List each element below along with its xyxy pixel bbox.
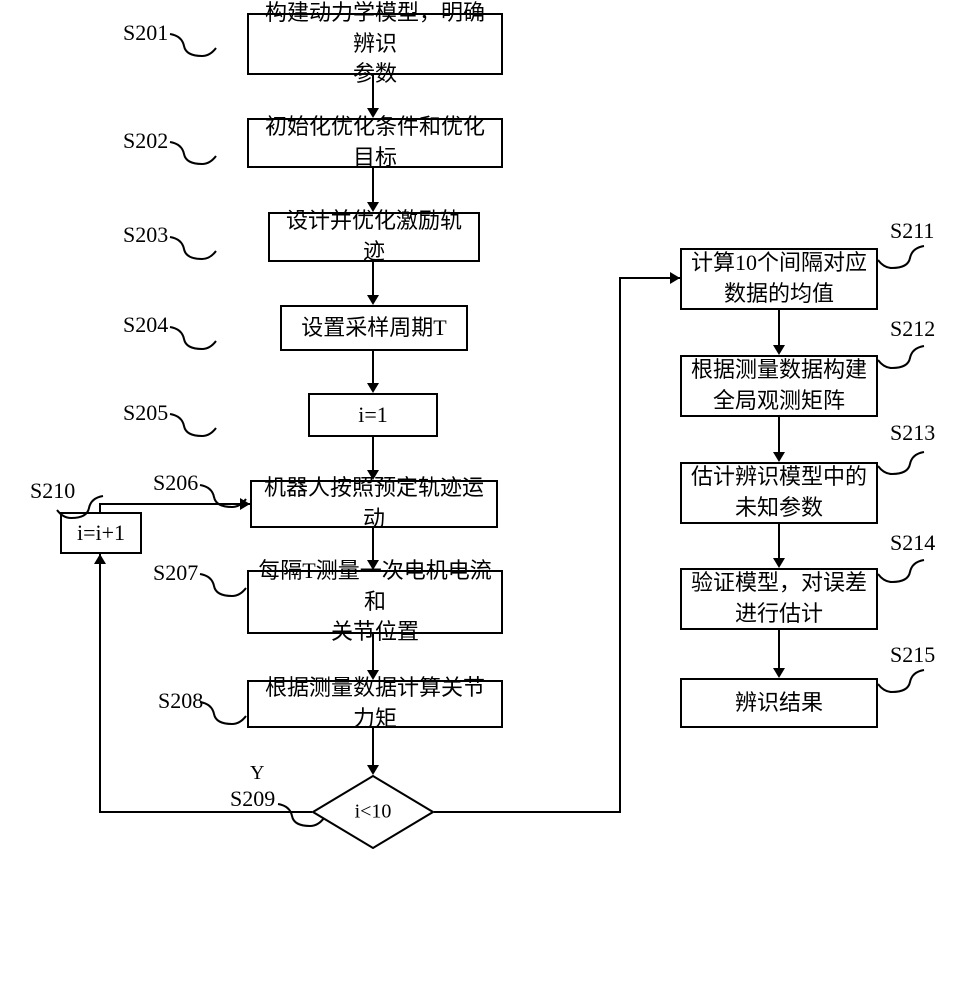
flow-node-n211: 计算10个间隔对应数据的均值 — [680, 248, 878, 310]
flow-node-n207: 每隔T测量一次电机电流和关节位置 — [247, 570, 503, 634]
flow-node-text: i=1 — [358, 400, 388, 431]
step-label-S211: S211 — [890, 218, 934, 244]
flow-node-n205: i=1 — [308, 393, 438, 437]
step-label-S205: S205 — [123, 400, 168, 426]
flow-node-text: 估计辨识模型中的未知参数 — [691, 462, 867, 524]
flow-node-text: 每隔T测量一次电机电流和关节位置 — [257, 556, 493, 648]
flow-node-n214: 验证模型，对误差进行估计 — [680, 568, 878, 630]
step-label-S204: S204 — [123, 312, 168, 338]
flow-node-text: 验证模型，对误差进行估计 — [691, 568, 867, 630]
step-label-S207: S207 — [153, 560, 198, 586]
flow-node-text: 设置采样周期T — [301, 313, 446, 344]
flow-node-n201: 构建动力学模型，明确辨识参数 — [247, 13, 503, 75]
branch-label-yes: Y — [250, 762, 264, 785]
flow-node-n213: 估计辨识模型中的未知参数 — [680, 462, 878, 524]
step-label-S201: S201 — [123, 20, 168, 46]
step-label-S215: S215 — [890, 642, 935, 668]
step-label-S206: S206 — [153, 470, 198, 496]
flow-node-text: 初始化优化条件和优化目标 — [257, 112, 493, 174]
step-label-S203: S203 — [123, 222, 168, 248]
step-label-S202: S202 — [123, 128, 168, 154]
flow-node-n208: 根据测量数据计算关节力矩 — [247, 680, 503, 728]
flow-node-text: 机器人按照预定轨迹运动 — [260, 473, 488, 535]
flow-node-n204: 设置采样周期T — [280, 305, 468, 351]
flow-node-text: 设计并优化激励轨迹 — [278, 206, 470, 268]
step-label-S208: S208 — [158, 688, 203, 714]
flow-node-n206: 机器人按照预定轨迹运动 — [250, 480, 498, 528]
decision-text: i<10 — [355, 801, 392, 824]
flow-node-n203: 设计并优化激励轨迹 — [268, 212, 480, 262]
step-label-S209: S209 — [230, 786, 275, 812]
step-label-S212: S212 — [890, 316, 935, 342]
flow-node-text: 计算10个间隔对应数据的均值 — [691, 248, 867, 310]
step-label-S214: S214 — [890, 530, 935, 556]
decision-node: i<10 — [312, 775, 434, 849]
step-label-S213: S213 — [890, 420, 935, 446]
flow-node-n212: 根据测量数据构建全局观测矩阵 — [680, 355, 878, 417]
flow-node-text: 构建动力学模型，明确辨识参数 — [257, 0, 493, 90]
flow-node-text: 根据测量数据计算关节力矩 — [257, 673, 493, 735]
flow-node-n215: 辨识结果 — [680, 678, 878, 728]
flow-node-text: 辨识结果 — [735, 688, 823, 719]
flow-node-n202: 初始化优化条件和优化目标 — [247, 118, 503, 168]
flow-node-text: 根据测量数据构建全局观测矩阵 — [691, 355, 867, 417]
